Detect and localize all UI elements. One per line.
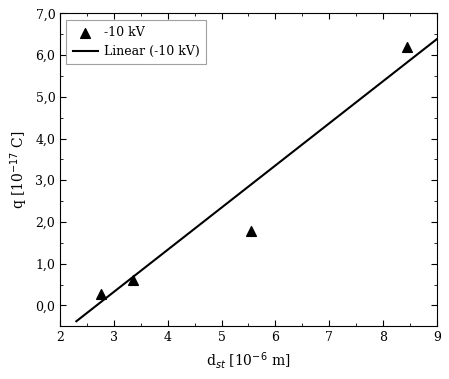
Legend: -10 kV, Linear (-10 kV): -10 kV, Linear (-10 kV) [66, 20, 206, 64]
-10 kV [404, 44, 411, 50]
X-axis label: d$_{st}$ [10$^{-6}$ m]: d$_{st}$ [10$^{-6}$ m] [207, 350, 291, 371]
-10 kV [129, 277, 136, 283]
Y-axis label: q [10$^{-17}$ C]: q [10$^{-17}$ C] [9, 130, 30, 209]
-10 kV [97, 291, 104, 297]
-10 kV [247, 228, 255, 234]
